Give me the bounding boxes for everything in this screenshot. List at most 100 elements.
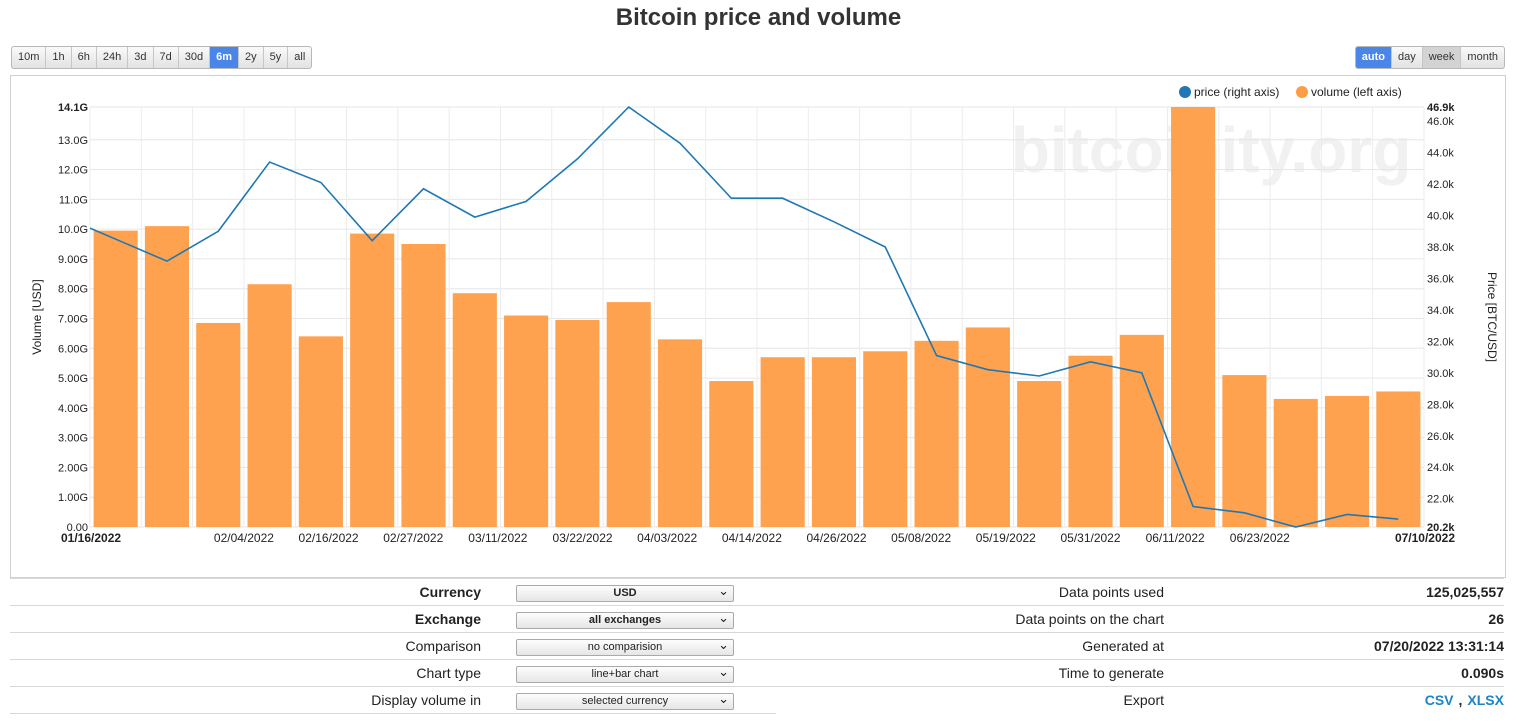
range-button-24h[interactable]: 24h xyxy=(97,47,129,68)
setting-select-value: no comparision xyxy=(587,641,663,653)
left-axis-tick-label: 5.00G xyxy=(58,373,88,385)
stat-label: Generated at xyxy=(1082,638,1164,654)
range-button-5y[interactable]: 5y xyxy=(264,47,289,68)
setting-select[interactable]: line+bar chart ⌄ xyxy=(516,664,734,683)
range-button-3d[interactable]: 3d xyxy=(128,47,154,68)
price-line xyxy=(89,105,1399,528)
volume-bar xyxy=(1376,391,1421,527)
row-divider xyxy=(10,713,776,714)
volume-bar xyxy=(1222,375,1267,527)
left-axis-tick-label: 11.0G xyxy=(59,194,88,206)
stat-label: Data points used xyxy=(1058,584,1164,600)
volume-bar xyxy=(93,230,138,528)
price-volume-chart: bitcoinity.org0.001.00G2.00G3.00G4.00G5.… xyxy=(30,85,1499,545)
right-axis-tick-label: 40.0k xyxy=(1427,211,1454,223)
left-axis-tick-label: 13.0G xyxy=(58,135,88,147)
setting-select-value: selected currency xyxy=(581,695,669,707)
volume-bar xyxy=(1068,355,1113,527)
export-csv-link[interactable]: CSV xyxy=(1424,692,1454,708)
stat-label: Time to generate xyxy=(1058,665,1164,681)
range-button-7d[interactable]: 7d xyxy=(154,47,179,68)
setting-label: Exchange xyxy=(414,611,481,627)
left-axis-tick-label: 4.00G xyxy=(58,403,88,415)
left-axis-label: Volume [USD] xyxy=(30,279,44,354)
range-button-group: 10m 1h 6h 24h 3d 7d 30d 6m 2y 5y all xyxy=(11,46,313,69)
volume-bar xyxy=(657,339,703,527)
range-button-6h[interactable]: 6h xyxy=(72,47,97,68)
range-button-6m[interactable]: 6m xyxy=(210,47,240,68)
chevron-down-icon: ⌄ xyxy=(718,664,729,679)
x-axis-tick-label: 06/11/2022 xyxy=(1146,531,1205,545)
right-axis-tick-label: 44.0k xyxy=(1427,148,1454,160)
x-axis-tick-label: 05/31/2022 xyxy=(1060,531,1120,545)
volume-bar xyxy=(811,357,857,527)
setting-select[interactable]: no comparision ⌄ xyxy=(516,637,734,656)
stat-label: Export xyxy=(1123,692,1164,708)
left-axis-tick-label: 7.00G xyxy=(58,313,88,325)
legend-item-label: volume (left axis) xyxy=(1311,85,1402,99)
right-axis-tick-label: 46.0k xyxy=(1427,116,1454,128)
setting-select[interactable]: USD ⌄ xyxy=(516,583,734,602)
stat-label: Data points on the chart xyxy=(1015,611,1164,627)
volume-bar xyxy=(298,336,343,527)
setting-label: Currency xyxy=(419,584,481,600)
setting-select-value: all exchanges xyxy=(588,614,662,626)
right-axis-tick-label: 20.2k xyxy=(1427,522,1455,534)
export-xlsx-link[interactable]: XLSX xyxy=(1467,692,1504,708)
left-axis-tick-label: 14.1G xyxy=(58,102,88,114)
right-axis-tick-label: 38.0k xyxy=(1427,242,1454,254)
right-axis-tick-label: 42.0k xyxy=(1427,179,1454,191)
volume-bar xyxy=(401,244,446,527)
left-axis-tick-label: 6.00G xyxy=(58,343,88,355)
right-axis-tick-label: 22.0k xyxy=(1427,494,1454,506)
right-axis-tick-label: 32.0k xyxy=(1427,336,1454,348)
setting-select-value: line+bar chart xyxy=(591,668,659,680)
x-axis-tick-label: 02/27/2022 xyxy=(383,531,443,545)
x-axis-tick-label: 06/23/2022 xyxy=(1230,531,1290,545)
x-axis-tick-label: 04/14/2022 xyxy=(722,531,782,545)
volume-bar xyxy=(863,351,908,527)
volume-bar xyxy=(914,340,959,527)
left-axis-tick-label: 1.00G xyxy=(58,492,88,504)
volume-bar xyxy=(1273,398,1318,527)
x-axis-tick-label: 04/03/2022 xyxy=(637,531,697,545)
left-axis-tick-label: 2.00G xyxy=(58,462,88,474)
stat-value: 07/20/2022 13:31:14 xyxy=(1374,638,1504,654)
right-axis-tick-label: 46.9k xyxy=(1427,102,1455,114)
period-button-month[interactable]: month xyxy=(1467,51,1498,63)
x-axis-tick-label: 03/22/2022 xyxy=(553,531,613,545)
setting-label: Display volume in xyxy=(371,692,481,708)
row-divider xyxy=(10,686,776,687)
setting-select[interactable]: all exchanges ⌄ xyxy=(516,610,734,629)
right-axis-tick-label: 26.0k xyxy=(1427,431,1454,443)
range-button-10m[interactable]: 10m xyxy=(12,47,47,68)
volume-bar xyxy=(144,226,190,528)
left-axis-tick-label: 9.00G xyxy=(58,254,88,266)
legend-marker xyxy=(1179,86,1191,98)
range-button-1h[interactable]: 1h xyxy=(46,47,72,68)
row-divider xyxy=(776,659,1504,660)
volume-bar xyxy=(452,293,497,527)
right-axis-tick-label: 30.0k xyxy=(1427,368,1454,380)
x-axis-tick-label: 05/08/2022 xyxy=(891,531,951,545)
row-divider xyxy=(10,605,776,606)
period-button-auto[interactable]: auto xyxy=(1355,47,1392,68)
setting-select[interactable]: selected currency ⌄ xyxy=(516,691,734,710)
volume-bar xyxy=(1324,395,1370,527)
period-button-day[interactable]: day xyxy=(1392,47,1423,68)
range-button-2y[interactable]: 2y xyxy=(239,47,264,68)
setting-select-value: USD xyxy=(613,587,637,599)
export-separator: , xyxy=(1458,692,1463,708)
stat-value: 26 xyxy=(1488,611,1504,627)
x-axis-tick-label: 04/26/2022 xyxy=(806,531,866,545)
x-axis-tick-label: 03/11/2022 xyxy=(468,531,527,545)
period-button-group: auto day week month xyxy=(1354,46,1505,69)
range-button-30d[interactable]: 30d xyxy=(179,47,211,68)
x-axis-tick-label: 05/19/2022 xyxy=(976,531,1036,545)
volume-bar xyxy=(504,315,549,527)
left-axis-tick-label: 3.00G xyxy=(58,433,88,445)
range-button-all[interactable]: all xyxy=(294,51,306,63)
period-button-week[interactable]: week xyxy=(1422,47,1462,68)
setting-label: Comparison xyxy=(405,638,481,654)
row-divider xyxy=(776,605,1504,606)
